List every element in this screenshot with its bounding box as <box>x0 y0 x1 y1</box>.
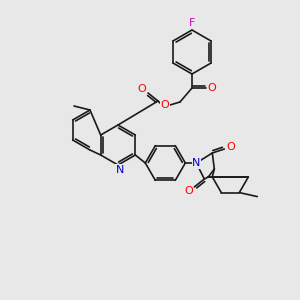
Text: N: N <box>192 158 200 168</box>
Text: O: O <box>160 100 169 110</box>
Text: F: F <box>189 18 195 28</box>
Text: O: O <box>226 142 235 152</box>
Text: O: O <box>184 186 193 196</box>
Text: O: O <box>138 84 146 94</box>
Text: O: O <box>208 83 216 93</box>
Text: N: N <box>116 165 124 175</box>
